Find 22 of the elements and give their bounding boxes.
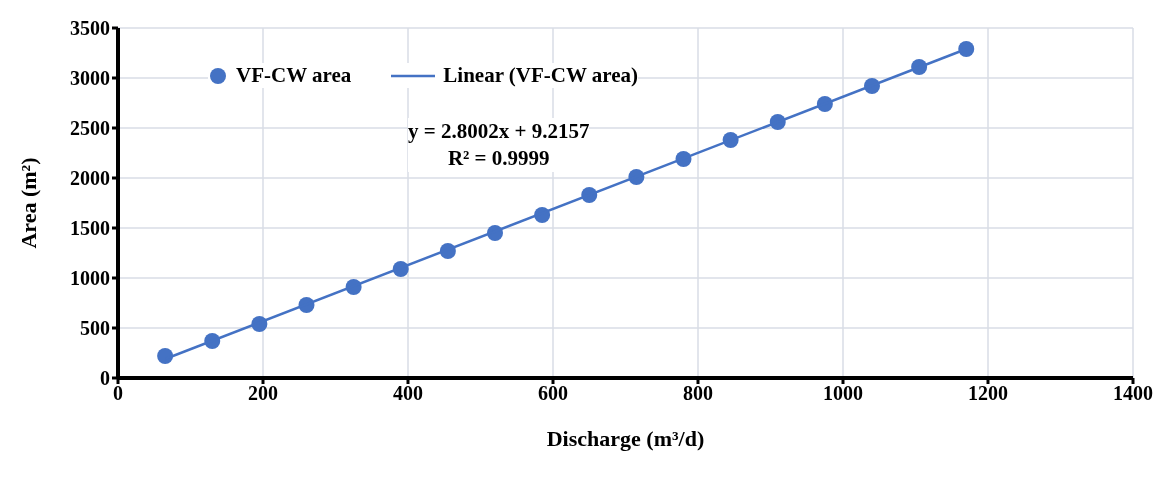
legend-label: VF-CW area [236,63,352,88]
x-tick-label: 1400 [1113,382,1153,405]
y-tick-label: 1500 [70,217,110,240]
y-tick-label: 500 [80,317,110,340]
x-tick-label: 800 [683,382,713,405]
y-tick-label: 3000 [70,67,110,90]
legend-label: Linear (VF-CW area) [443,63,639,88]
annotation: y = 2.8002x + 9.2157 [408,118,590,145]
y-tick-label: 2000 [70,167,110,190]
x-tick-label: 1200 [968,382,1008,405]
y-axis-title: Area (m²) [15,157,41,249]
y-tick-label: 3500 [70,17,110,40]
x-axis-title: Discharge (m³/d) [546,426,705,451]
x-tick-label: 400 [393,382,423,405]
point [157,348,174,364]
y-tick-label: 2500 [70,117,110,140]
x-tick-label: 200 [248,382,278,405]
x-tick-label: 1000 [823,382,863,405]
annotation: R² = 0.9999 [446,145,551,172]
x-tick-label: 600 [538,382,568,405]
y-tick-label: 1000 [70,267,110,290]
y-tick-label: 0 [100,367,110,390]
